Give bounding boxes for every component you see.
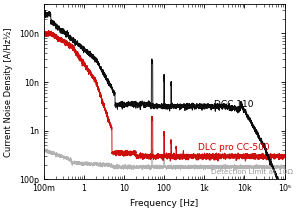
Text: DLC pro CC-500: DLC pro CC-500 (198, 143, 270, 152)
Y-axis label: Current Noise Density [A/Hz½]: Current Noise Density [A/Hz½] (4, 27, 13, 156)
X-axis label: Frequency [Hz]: Frequency [Hz] (130, 199, 198, 208)
Text: Detection Limit at 10Ω: Detection Limit at 10Ω (211, 169, 293, 175)
Text: DCC 110: DCC 110 (214, 100, 254, 109)
